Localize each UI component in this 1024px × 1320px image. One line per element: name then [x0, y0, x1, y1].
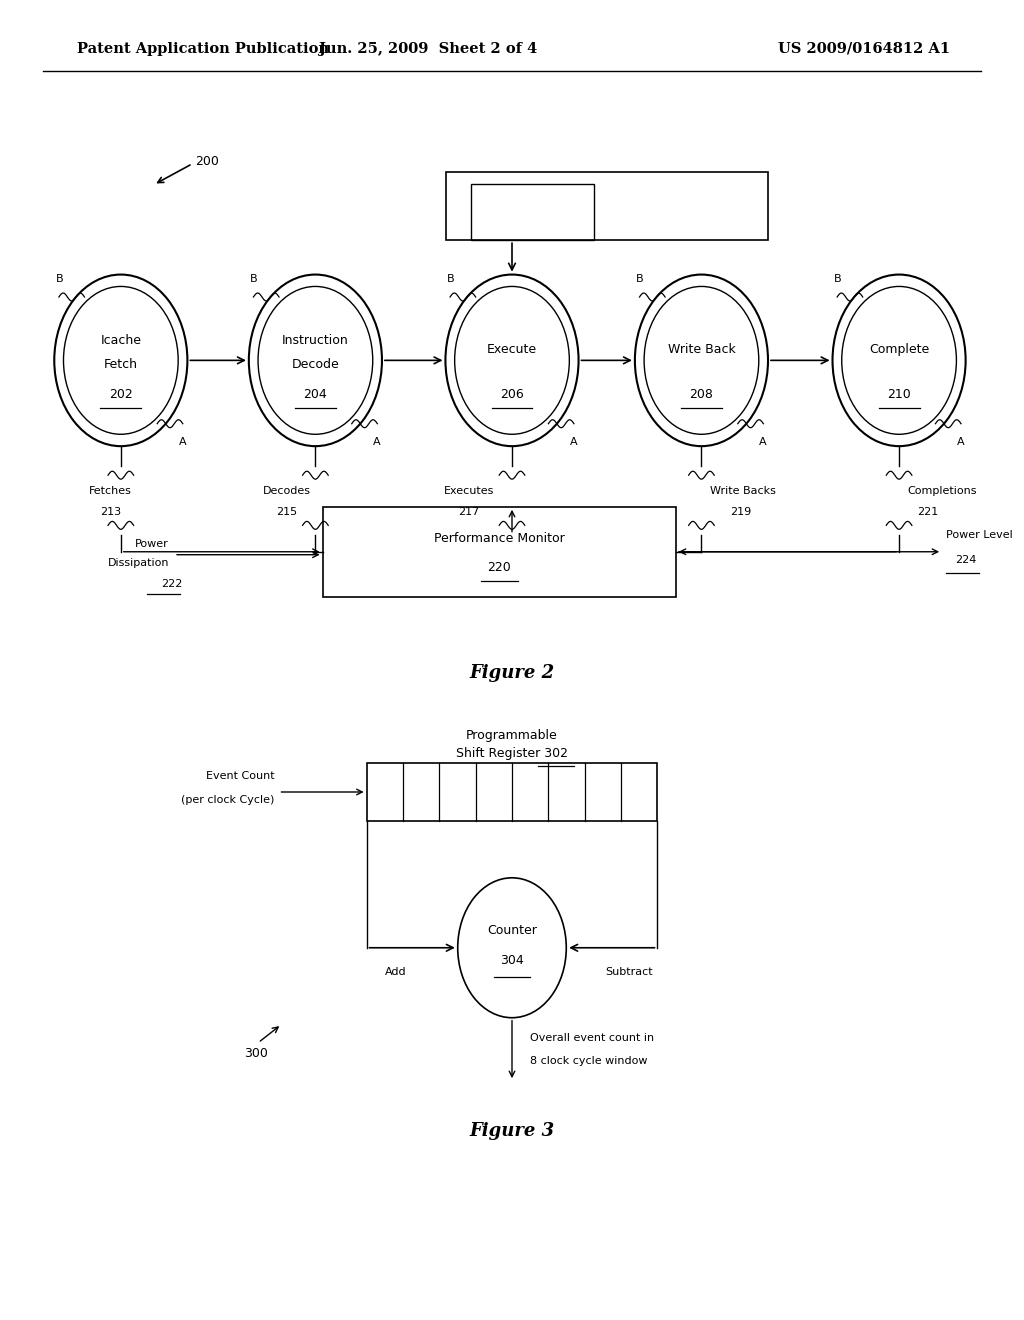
Text: US 2009/0164812 A1: US 2009/0164812 A1 — [778, 42, 950, 55]
Text: B: B — [55, 273, 63, 284]
Text: 304: 304 — [500, 954, 524, 968]
Text: Fetches: Fetches — [89, 486, 132, 496]
Text: Subtract: Subtract — [605, 966, 652, 977]
FancyBboxPatch shape — [367, 763, 657, 821]
Circle shape — [258, 286, 373, 434]
Text: Shift Register 302: Shift Register 302 — [456, 747, 568, 760]
Text: Completions: Completions — [907, 486, 977, 496]
Text: A: A — [373, 437, 381, 447]
Circle shape — [63, 286, 178, 434]
Text: 217: 217 — [459, 507, 479, 517]
Text: A: A — [178, 437, 186, 447]
Text: Event Count: Event Count — [206, 771, 274, 781]
Text: Power Level: Power Level — [946, 529, 1013, 540]
Text: Write Back: Write Back — [668, 343, 735, 356]
Text: Decode: Decode — [292, 358, 339, 371]
Text: Patent Application Publication: Patent Application Publication — [77, 42, 329, 55]
Text: A: A — [569, 437, 578, 447]
Text: 202: 202 — [109, 388, 133, 401]
Text: B: B — [834, 273, 842, 284]
Circle shape — [644, 286, 759, 434]
FancyBboxPatch shape — [323, 507, 676, 597]
Text: Figure 2: Figure 2 — [469, 664, 555, 682]
Text: Power: Power — [135, 539, 169, 549]
Circle shape — [455, 286, 569, 434]
Circle shape — [842, 286, 956, 434]
Text: Jun. 25, 2009  Sheet 2 of 4: Jun. 25, 2009 Sheet 2 of 4 — [318, 42, 538, 55]
Text: Decodes: Decodes — [263, 486, 310, 496]
Text: 206: 206 — [500, 388, 524, 401]
Text: B: B — [636, 273, 644, 284]
Text: 213: 213 — [100, 507, 121, 517]
Text: Instruction: Instruction — [282, 334, 349, 347]
Text: A: A — [956, 437, 965, 447]
Text: 220: 220 — [487, 561, 511, 574]
Text: 224: 224 — [955, 554, 977, 565]
Text: 208: 208 — [689, 388, 714, 401]
Text: 300: 300 — [244, 1047, 268, 1060]
Text: Complete: Complete — [869, 343, 929, 356]
Text: (per clock Cycle): (per clock Cycle) — [181, 795, 274, 805]
Text: 210: 210 — [887, 388, 911, 401]
Text: Execute: Execute — [487, 343, 537, 356]
Text: Programmable: Programmable — [466, 729, 558, 742]
Text: Fetch: Fetch — [103, 358, 138, 371]
Text: Counter: Counter — [487, 924, 537, 937]
Text: 219: 219 — [730, 507, 752, 517]
Text: 221: 221 — [918, 507, 939, 517]
Text: Executes: Executes — [443, 486, 495, 496]
Text: B: B — [250, 273, 258, 284]
Text: Figure 3: Figure 3 — [469, 1122, 555, 1140]
Text: Add: Add — [384, 966, 407, 977]
Text: Write Backs: Write Backs — [710, 486, 775, 496]
Text: A: A — [759, 437, 767, 447]
Text: Performance Monitor: Performance Monitor — [434, 532, 564, 545]
Text: 200: 200 — [196, 154, 219, 168]
Text: 204: 204 — [303, 388, 328, 401]
Text: Overall event count in: Overall event count in — [530, 1032, 654, 1043]
Text: Icache: Icache — [100, 334, 141, 347]
Text: 222: 222 — [161, 578, 182, 589]
Text: B: B — [446, 273, 455, 284]
Text: 215: 215 — [276, 507, 297, 517]
Text: 8 clock cycle window: 8 clock cycle window — [530, 1056, 648, 1067]
Text: Dissipation: Dissipation — [108, 557, 169, 568]
Circle shape — [458, 878, 566, 1018]
